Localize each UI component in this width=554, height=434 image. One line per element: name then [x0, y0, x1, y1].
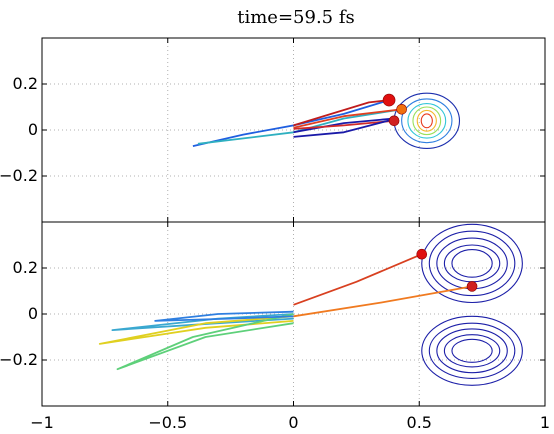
contour-level — [412, 106, 442, 136]
y-tick-label: 0 — [28, 120, 38, 139]
chart-title: time=59.5 fs — [237, 7, 355, 28]
bottom-panel: −0.2 0 0.2 — [0, 221, 546, 407]
particle-marker — [396, 104, 407, 115]
x-tick-label: 0.5 — [407, 413, 432, 432]
contour-level — [421, 315, 523, 386]
particle-marker — [382, 93, 396, 107]
trajectory-line — [293, 99, 390, 127]
contour-level — [428, 322, 516, 379]
contour-level — [407, 103, 447, 139]
contour-level — [428, 230, 516, 297]
contour-level — [401, 98, 453, 144]
contour-level — [416, 109, 437, 132]
contour-level — [420, 113, 433, 129]
trajectory-line — [293, 117, 397, 138]
trajectory-line — [116, 313, 294, 371]
trajectory-line — [293, 108, 402, 129]
trajectory-line — [98, 315, 294, 345]
particle-marker — [466, 281, 478, 292]
x-axis: −1 −0.5 0 0.5 1 — [30, 413, 550, 432]
y-tick-label: 0.2 — [13, 74, 38, 93]
trajectory-line — [293, 285, 473, 318]
trajectory-line — [111, 313, 294, 331]
contour-level — [436, 328, 508, 374]
contour-level — [451, 249, 493, 278]
particle-marker — [416, 248, 428, 260]
y-tick-label: −0.2 — [0, 166, 38, 185]
trajectory-line — [293, 253, 423, 306]
trajectory-line — [154, 310, 294, 322]
x-tick-label: −1 — [30, 413, 54, 432]
y-tick-label: 0 — [28, 304, 38, 323]
x-tick-label: 0 — [288, 413, 298, 432]
x-tick-label: 1 — [540, 413, 550, 432]
contour-level — [393, 92, 461, 149]
y-tick-label: 0.2 — [13, 258, 38, 277]
particle-marker — [388, 115, 400, 127]
contour-level — [443, 244, 501, 283]
x-tick-label: −0.5 — [148, 413, 187, 432]
contour-level — [443, 334, 501, 368]
trajectory-line — [293, 117, 395, 134]
y-tick-label: −0.2 — [0, 350, 38, 369]
contour-level — [421, 223, 523, 304]
trajectory-line — [293, 119, 395, 130]
contour-level — [451, 338, 493, 363]
top-panel: −0.2 0 0.2 — [0, 37, 546, 223]
